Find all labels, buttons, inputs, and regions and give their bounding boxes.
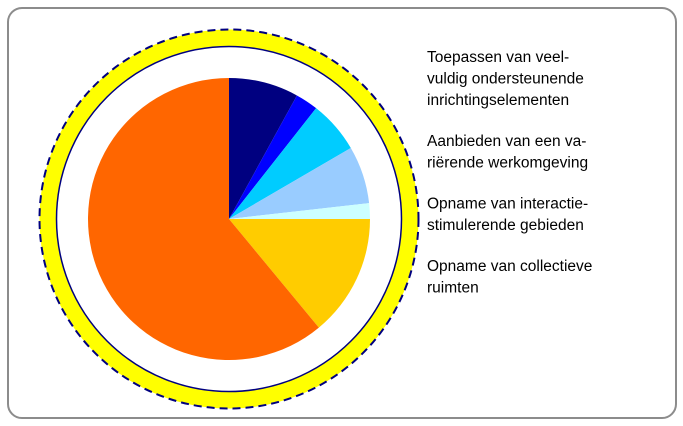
annotation-line: vuldig ondersteunende [427,71,584,88]
annotation-line: riërende werkomgeving [427,155,588,172]
annotation-line: ruimten [427,280,479,297]
pie-slice [229,95,317,219]
annotation-line: Toepassen van veel- [427,49,569,66]
annotations: Toepassen van veel-vuldig ondersteunende… [427,49,592,297]
pie-slice [229,219,370,328]
annotation-line: inrichtingselementen [427,92,569,109]
pie-slice [229,203,370,219]
pie-slice [87,78,319,360]
pie [87,78,370,360]
pie-slice [229,147,370,219]
pie-slice [229,108,351,219]
annotation-line: Opname van collectieve [427,258,592,275]
annotation-line: Opname van interactie- [427,196,588,213]
dashed-border [38,28,420,410]
annotation-line: stimulerende gebieden [427,217,584,234]
pie-slice [229,78,297,219]
annotation-line: Aanbieden van een va- [427,133,586,150]
yellow-ring [39,29,419,409]
